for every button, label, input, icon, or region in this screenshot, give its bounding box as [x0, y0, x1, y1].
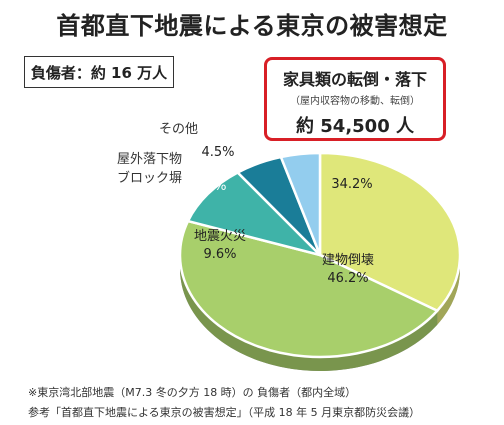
- pie-slice-4: [279, 151, 322, 257]
- chart-title: 首都直下地震による東京の被害想定: [56, 12, 448, 40]
- total-injured-box: 負傷者：約 16 万人: [24, 56, 174, 88]
- callout-title: 家具類の転倒・落下: [282, 70, 427, 89]
- slice-label-0: 34.2%: [331, 177, 372, 192]
- slice-label-2: 地震火災 9.6%: [194, 229, 246, 262]
- footnote-1: ※東京湾北部地震（M7.3 冬の夕方 18 時）の 負傷者（都内全域）: [28, 386, 357, 399]
- slice-label-3: 5.5%: [193, 179, 226, 194]
- pie-side-0: [437, 255, 460, 325]
- slice-label-1: 建物倒壊 46.2%: [322, 253, 374, 286]
- legend-label-falling-objects: 屋外落下物 ブロック塀: [116, 152, 182, 186]
- footnote-2: 参考「首都直下地震による東京の被害想定」（平成 18 年 5 月東京都防災会議）: [28, 406, 421, 419]
- callout-subtitle: （屋内収容物の移動、転倒）: [290, 96, 420, 107]
- callout-value: 約 54,500 人: [296, 116, 414, 137]
- pie-slice-2: [186, 171, 322, 257]
- callout-box: 家具類の転倒・落下 （屋内収容物の移動、転倒） 約 54,500 人: [264, 57, 446, 141]
- total-injured-label: 負傷者：約 16 万人: [30, 63, 168, 82]
- slice-label-4: 4.5%: [201, 145, 234, 160]
- pie-slice-1: [178, 219, 439, 359]
- legend-label-other: その他: [158, 122, 198, 137]
